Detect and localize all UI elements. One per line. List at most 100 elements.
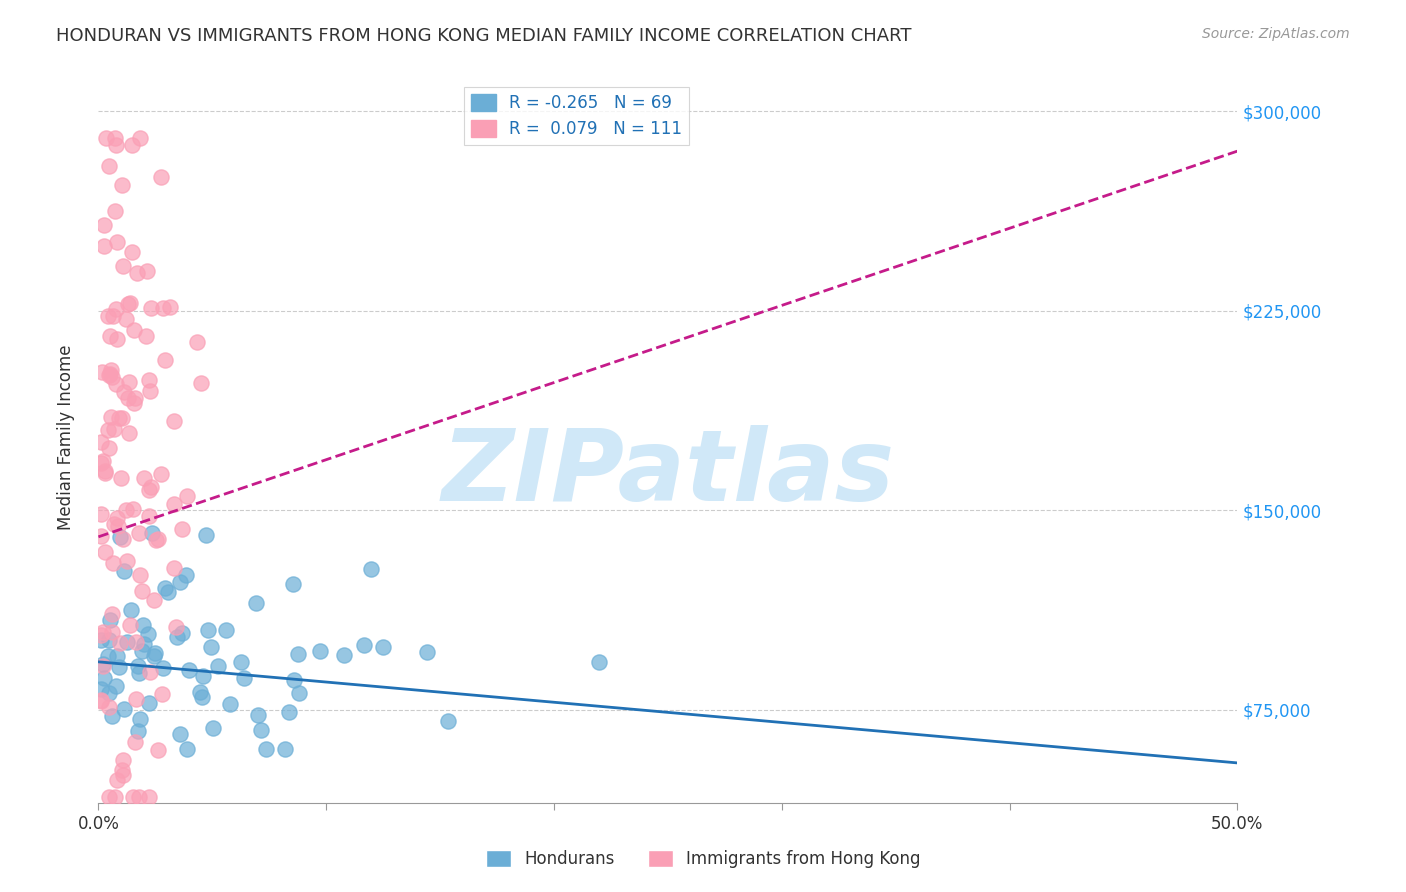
Point: [129, 131, 152, 145]
Point: [118, 295, 141, 310]
Point: [191, 669, 214, 683]
Point: [117, 297, 139, 311]
Point: [118, 375, 141, 389]
Point: [98, 613, 121, 627]
Point: [124, 735, 146, 749]
Point: [135, 328, 157, 343]
Legend: Hondurans, Immigrants from Hong Kong: Hondurans, Immigrants from Hong Kong: [479, 843, 927, 875]
Point: [91, 454, 114, 468]
Point: [169, 575, 191, 590]
Point: [143, 646, 166, 660]
Point: [201, 722, 224, 736]
Point: [112, 259, 135, 273]
Point: [139, 665, 162, 679]
Point: [112, 384, 135, 399]
Point: [163, 414, 186, 428]
Point: [172, 626, 194, 640]
Point: [90, 434, 112, 449]
Point: [143, 592, 166, 607]
Point: [90, 694, 112, 708]
Point: [165, 620, 187, 634]
Point: [176, 489, 198, 503]
Point: [90, 692, 112, 706]
Point: [150, 688, 173, 702]
Point: [129, 712, 152, 726]
Point: [146, 533, 169, 547]
Point: [90, 628, 112, 642]
Point: [121, 244, 143, 259]
Point: [91, 659, 114, 673]
Point: [152, 661, 174, 675]
Point: [117, 635, 139, 649]
Point: [93, 239, 115, 253]
Point: [104, 203, 127, 218]
Point: [101, 709, 124, 723]
Point: [135, 264, 157, 278]
Point: [98, 329, 121, 343]
Point: [94, 544, 117, 558]
Text: ZIPatlas: ZIPatlas: [441, 425, 894, 522]
Point: [104, 301, 127, 316]
Point: [112, 532, 135, 546]
Point: [110, 471, 132, 485]
Point: [195, 528, 218, 542]
Point: [94, 131, 117, 145]
Point: [90, 632, 112, 647]
Point: [247, 708, 270, 723]
Point: [124, 323, 146, 337]
Point: [159, 300, 181, 314]
Point: [105, 332, 128, 346]
Point: [104, 790, 127, 805]
Point: [131, 583, 153, 598]
Point: [416, 645, 439, 659]
Point: [93, 464, 115, 478]
Point: [91, 657, 114, 671]
Point: [98, 368, 121, 382]
Point: [153, 353, 176, 368]
Point: [131, 644, 153, 658]
Point: [139, 480, 162, 494]
Point: [107, 519, 129, 533]
Point: [115, 554, 138, 568]
Point: [90, 682, 112, 697]
Text: HONDURAN VS IMMIGRANTS FROM HONG KONG MEDIAN FAMILY INCOME CORRELATION CHART: HONDURAN VS IMMIGRANTS FROM HONG KONG ME…: [56, 27, 911, 45]
Point: [120, 617, 142, 632]
Point: [191, 690, 214, 705]
Point: [138, 790, 160, 805]
Point: [91, 365, 114, 379]
Point: [112, 702, 135, 716]
Point: [103, 516, 125, 531]
Point: [138, 483, 160, 498]
Point: [139, 384, 162, 398]
Text: Source: ZipAtlas.com: Source: ZipAtlas.com: [1202, 27, 1350, 41]
Point: [112, 564, 135, 578]
Point: [111, 753, 134, 767]
Point: [174, 568, 197, 582]
Point: [233, 672, 256, 686]
Point: [128, 526, 150, 541]
Point: [120, 603, 142, 617]
Point: [163, 497, 186, 511]
Point: [108, 411, 131, 425]
Point: [371, 640, 394, 654]
Point: [588, 655, 610, 669]
Point: [132, 618, 155, 632]
Point: [121, 501, 143, 516]
Point: [98, 686, 121, 700]
Point: [278, 705, 301, 719]
Point: [101, 369, 124, 384]
Point: [100, 410, 122, 425]
Point: [138, 509, 160, 524]
Point: [145, 533, 167, 547]
Point: [153, 581, 176, 595]
Point: [118, 425, 141, 440]
Point: [152, 301, 174, 315]
Point: [256, 742, 278, 756]
Point: [250, 723, 273, 738]
Point: [136, 627, 159, 641]
Point: [93, 466, 115, 480]
Point: [166, 630, 188, 644]
Point: [332, 648, 354, 662]
Point: [103, 556, 125, 570]
Point: [138, 373, 160, 387]
